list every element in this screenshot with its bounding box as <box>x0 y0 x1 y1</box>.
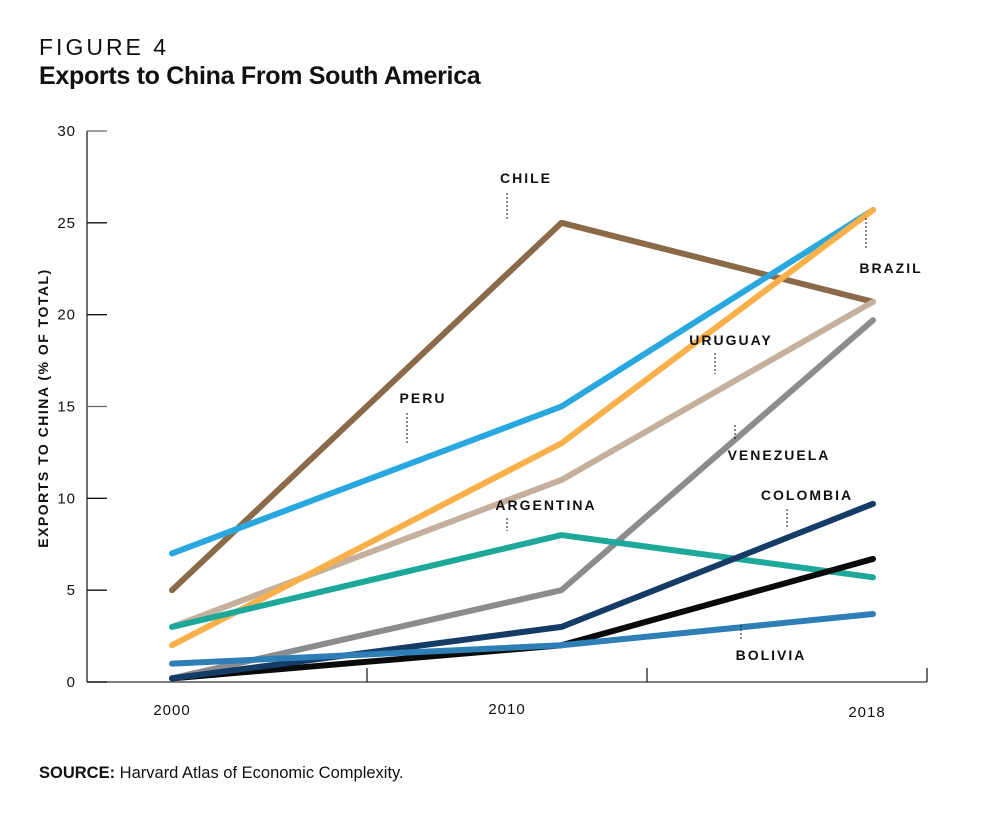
chart-title: Exports to China From South America <box>39 62 481 90</box>
series-line-argentina <box>169 532 876 630</box>
y-tick-label: 30 <box>57 123 76 140</box>
series-labels: CHILE PERU ARGENTINA URUGUAY VENEZUELA BRAZIL… <box>400 170 922 663</box>
series-lines <box>169 206 876 682</box>
series-label-chile: CHILE <box>500 170 552 186</box>
series-line-venezuela <box>169 317 876 682</box>
series-label-argentina: ARGENTINA <box>495 497 596 513</box>
series-label-peru: PERU <box>400 390 447 406</box>
source-text: Harvard Atlas of Economic Complexity. <box>115 764 404 782</box>
y-tick-label: 15 <box>57 399 76 416</box>
y-tick-label: 5 <box>67 582 76 599</box>
figure-number: FIGURE 4 <box>39 34 170 60</box>
axes: 0 5 10 15 20 25 30 2000 2010 2018 <box>57 123 928 721</box>
y-tick-label: 25 <box>57 215 76 232</box>
series-line-bolivia <box>169 611 876 667</box>
y-tick-label: 0 <box>67 674 76 691</box>
series-line-brazil <box>169 206 876 649</box>
x-tick-label: 2018 <box>848 704 885 721</box>
series-label-bolivia: BOLIVIA <box>736 647 807 663</box>
series-label-uruguay: URUGUAY <box>689 332 773 348</box>
x-tick-label: 2010 <box>488 701 525 718</box>
source-prefix: SOURCE: <box>39 764 116 782</box>
series-label-venezuela: VENEZUELA <box>728 447 831 463</box>
series-label-brazil: BRAZIL <box>859 260 922 276</box>
y-tick-label: 20 <box>57 307 76 324</box>
y-tick-label: 10 <box>57 490 76 507</box>
series-line-colombia <box>169 500 876 682</box>
series-label-colombia: COLOMBIA <box>761 487 853 503</box>
source-note: SOURCE: Harvard Atlas of Economic Comple… <box>39 764 404 783</box>
series-line-peru <box>169 206 876 557</box>
x-tick-label: 2000 <box>153 702 190 719</box>
y-axis-title: EXPORTS TO CHINA (% OF TOTAL) <box>35 268 51 547</box>
